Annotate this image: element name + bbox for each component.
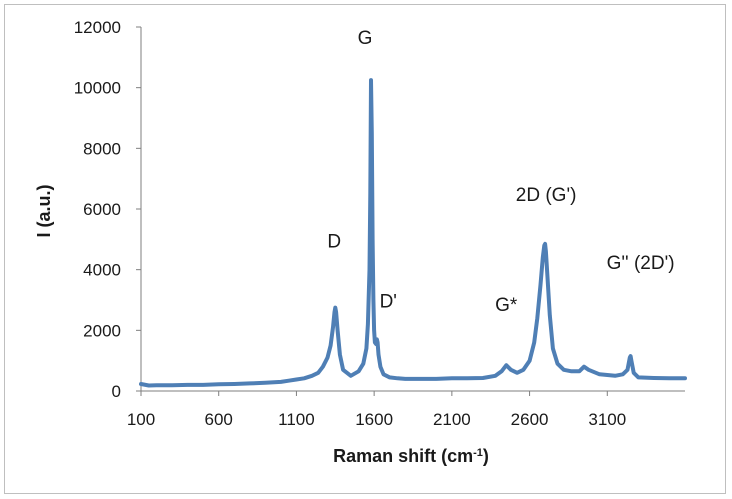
peak-label: D [327,232,341,253]
y-tick-label: 0 [112,382,121,401]
peak-label: G [358,28,373,49]
x-tick-label: 2600 [511,410,549,429]
spectrum-line [139,78,687,388]
chart-axes: 0 2000 4000 6000 8000 10000 12000 100 600 1100 160… [74,18,685,429]
y-tick-label: 10000 [74,79,121,98]
y-tick-label: 2000 [83,321,121,340]
y-axis-title: I (a.u.) [34,184,54,237]
peak-label: G* [495,295,518,316]
x-axis-title: Raman shift (cm-1) [333,446,489,466]
y-tick-label: 8000 [83,139,121,158]
y-tick-label: 6000 [83,200,121,219]
peak-label: G'' (2D') [607,253,675,274]
x-tick-label: 1100 [278,410,315,429]
peak-annotations: D G D' G* 2D (G') G'' (2D') [327,28,674,316]
x-tick-label: 1600 [355,410,393,429]
x-tick-label: 600 [205,410,233,429]
peak-label: 2D (G') [516,185,577,206]
chart-frame [4,4,726,494]
x-tick-label: 2100 [433,410,471,429]
y-tick-label: 12000 [74,18,121,37]
y-tick-label: 4000 [83,261,121,280]
x-tick-label: 100 [127,410,155,429]
plot-area [139,78,687,388]
x-tick-label: 3100 [588,410,626,429]
peak-label: D' [380,291,397,312]
